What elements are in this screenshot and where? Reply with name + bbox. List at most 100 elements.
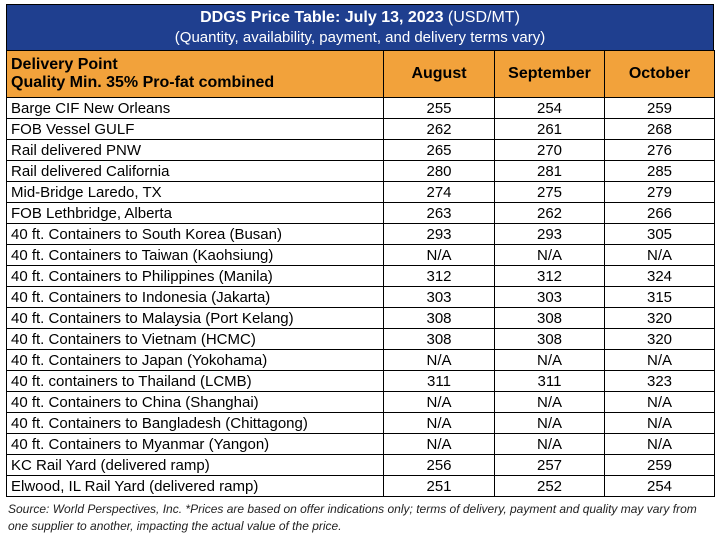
table-row: Elwood, IL Rail Yard (delivered ramp) 251… (6, 475, 715, 497)
table-row: 40 ft. Containers to Malaysia (Port Kela… (6, 307, 715, 329)
table-row: 40 ft. containers to Thailand (LCMB) 311 3… (6, 370, 715, 392)
price-cell-september: 281 (494, 160, 605, 182)
delivery-point-cell: 40 ft. Containers to Taiwan (Kaohsiung) (6, 244, 384, 266)
price-cell-august: 312 (383, 265, 495, 287)
price-cell-october: 320 (604, 307, 715, 329)
price-cell-september: 293 (494, 223, 605, 245)
delivery-point-cell: Rail delivered California (6, 160, 384, 182)
price-cell-september: N/A (494, 412, 605, 434)
price-cell-august: 280 (383, 160, 495, 182)
price-cell-august: 274 (383, 181, 495, 203)
table-subtitle: (Quantity, availability, payment, and de… (174, 29, 546, 46)
delivery-point-cell: 40 ft. Containers to Bangladesh (Chittag… (6, 412, 384, 434)
price-cell-august: N/A (383, 391, 495, 413)
price-cell-october: 266 (604, 202, 715, 224)
delivery-point-label: Delivery Point (11, 56, 118, 73)
price-cell-october: N/A (604, 349, 715, 371)
price-cell-september: 257 (494, 454, 605, 476)
table-row: KC Rail Yard (delivered ramp) 256 257 259 (6, 454, 715, 476)
price-cell-october: N/A (604, 391, 715, 413)
table-row: 40 ft. Containers to Vietnam (HCMC) 308 30… (6, 328, 715, 350)
delivery-point-cell: 40 ft. Containers to Philippines (Manila… (6, 265, 384, 287)
delivery-point-cell: 40 ft. Containers to Malaysia (Port Kela… (6, 307, 384, 329)
table-body: Barge CIF New Orleans 255 254 259 FOB Vessel… (6, 97, 715, 497)
price-cell-august: 265 (383, 139, 495, 161)
price-cell-october: 259 (604, 454, 715, 476)
price-cell-september: 311 (494, 370, 605, 392)
table-row: Barge CIF New Orleans 255 254 259 (6, 97, 715, 119)
price-cell-october: 315 (604, 286, 715, 308)
price-cell-august: 263 (383, 202, 495, 224)
source-note: Source: World Perspectives, Inc. *Prices… (8, 502, 697, 533)
table-header: Delivery Point Quality Min. 35% Pro-fat … (6, 50, 715, 98)
table-row: 40 ft. Containers to Japan (Yokohama) N/A… (6, 349, 715, 371)
price-cell-october: 323 (604, 370, 715, 392)
price-cell-september: N/A (494, 349, 605, 371)
price-cell-october: 276 (604, 139, 715, 161)
price-cell-september: 261 (494, 118, 605, 140)
delivery-point-cell: Mid-Bridge Laredo, TX (6, 181, 384, 203)
table-title-bar: DDGS Price Table: July 13, 2023 (USD/MT)… (6, 4, 714, 50)
price-cell-october: 320 (604, 328, 715, 350)
month-header-august: August (383, 50, 495, 98)
month-header-october: October (604, 50, 715, 98)
delivery-point-cell: FOB Vessel GULF (6, 118, 384, 140)
price-cell-august: N/A (383, 412, 495, 434)
price-cell-august: 262 (383, 118, 495, 140)
delivery-point-cell: KC Rail Yard (delivered ramp) (6, 454, 384, 476)
price-cell-october: N/A (604, 412, 715, 434)
price-cell-august: 293 (383, 223, 495, 245)
delivery-point-cell: 40 ft. containers to Thailand (LCMB) (6, 370, 384, 392)
header-row: Delivery Point Quality Min. 35% Pro-fat … (6, 50, 715, 98)
price-cell-september: N/A (494, 433, 605, 455)
price-cell-september: 254 (494, 97, 605, 119)
price-cell-september: N/A (494, 244, 605, 266)
price-cell-october: 305 (604, 223, 715, 245)
table-row: 40 ft. Containers to Indonesia (Jakarta)… (6, 286, 715, 308)
price-table: Delivery Point Quality Min. 35% Pro-fat … (6, 50, 715, 497)
table-row: FOB Vessel GULF 262 261 268 (6, 118, 715, 140)
table-title: DDGS Price Table: July 13, 2023 (USD/MT) (7, 8, 713, 28)
price-cell-september: 312 (494, 265, 605, 287)
table-row: 40 ft. Containers to China (Shanghai) N/A… (6, 391, 715, 413)
table-row: Rail delivered California 280 281 285 (6, 160, 715, 182)
table-row: 40 ft. Containers to Bangladesh (Chittag… (6, 412, 715, 434)
price-cell-september: 308 (494, 328, 605, 350)
price-cell-october: 259 (604, 97, 715, 119)
table-row: 40 ft. Containers to Taiwan (Kaohsiung) N… (6, 244, 715, 266)
delivery-point-cell: Barge CIF New Orleans (6, 97, 384, 119)
price-cell-october: N/A (604, 433, 715, 455)
price-cell-october: 279 (604, 181, 715, 203)
price-cell-september: 270 (494, 139, 605, 161)
price-cell-august: 303 (383, 286, 495, 308)
delivery-point-cell: 40 ft. Containers to Vietnam (HCMC) (6, 328, 384, 350)
month-header-september: September (494, 50, 605, 98)
price-cell-september: N/A (494, 391, 605, 413)
delivery-point-cell: Rail delivered PNW (6, 139, 384, 161)
title-unit: (USD/MT) (447, 9, 520, 26)
price-cell-october: 285 (604, 160, 715, 182)
delivery-point-cell: Elwood, IL Rail Yard (delivered ramp) (6, 475, 384, 497)
table-row: FOB Lethbridge, Alberta 263 262 266 (6, 202, 715, 224)
delivery-point-cell: 40 ft. Containers to Japan (Yokohama) (6, 349, 384, 371)
price-cell-september: 303 (494, 286, 605, 308)
delivery-point-cell: 40 ft. Containers to China (Shanghai) (6, 391, 384, 413)
price-cell-october: N/A (604, 244, 715, 266)
quality-label: Quality Min. 35% Pro-fat combined (11, 74, 275, 91)
price-cell-august: 256 (383, 454, 495, 476)
title-main: DDGS Price Table: July 13, 2023 (200, 9, 444, 26)
price-table-container: DDGS Price Table: July 13, 2023 (USD/MT)… (6, 4, 715, 497)
price-cell-september: 262 (494, 202, 605, 224)
table-row: Mid-Bridge Laredo, TX 274 275 279 (6, 181, 715, 203)
price-cell-august: 311 (383, 370, 495, 392)
table-row: 40 ft. Containers to Myanmar (Yangon) N/A… (6, 433, 715, 455)
table-row: Rail delivered PNW 265 270 276 (6, 139, 715, 161)
price-cell-september: 252 (494, 475, 605, 497)
price-cell-august: 255 (383, 97, 495, 119)
delivery-point-cell: FOB Lethbridge, Alberta (6, 202, 384, 224)
price-cell-august: N/A (383, 433, 495, 455)
delivery-point-cell: 40 ft. Containers to Myanmar (Yangon) (6, 433, 384, 455)
table-row: 40 ft. Containers to South Korea (Busan)… (6, 223, 715, 245)
price-cell-august: 308 (383, 307, 495, 329)
table-row: 40 ft. Containers to Philippines (Manila… (6, 265, 715, 287)
